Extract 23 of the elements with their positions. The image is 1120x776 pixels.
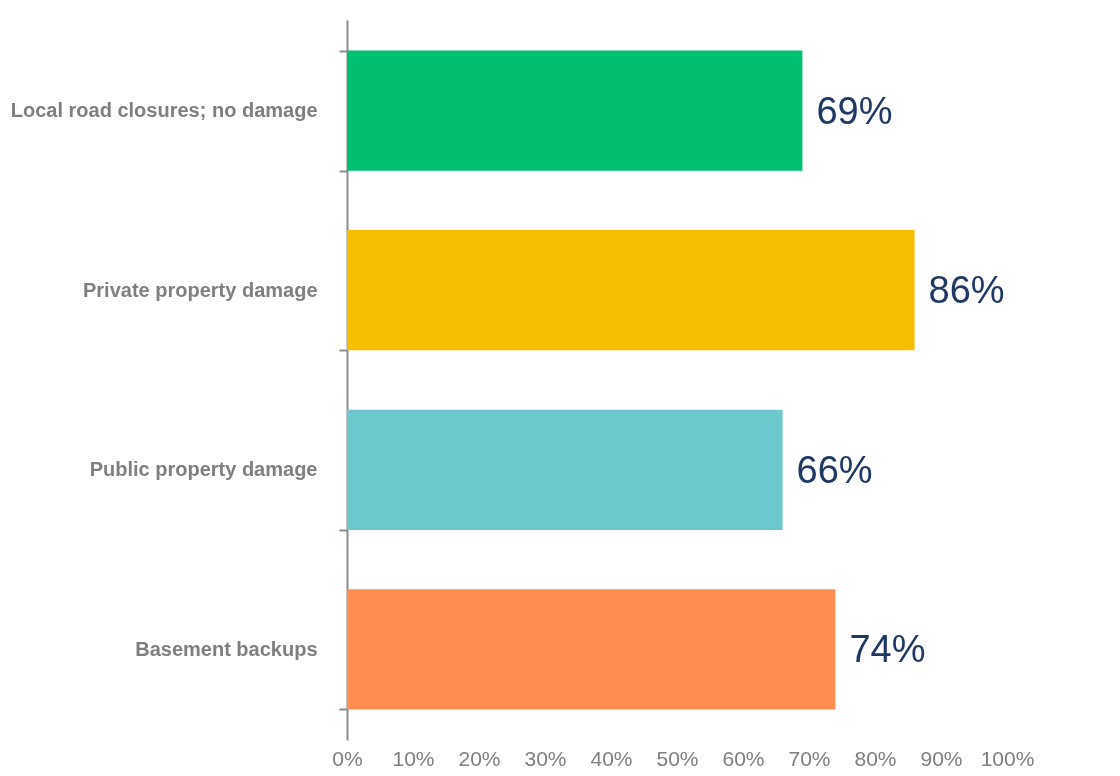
y-tick-label: Local road closures; no damage [10, 99, 318, 122]
y-tick-label: Public property damage [89, 458, 318, 481]
x-tick-label: 0% [332, 746, 363, 770]
x-tick-label: 20% [458, 746, 501, 770]
bar [347, 230, 915, 351]
data-label: 86% [928, 269, 1005, 312]
y-tick-label: Private property damage [82, 278, 318, 301]
x-tick-label: 80% [854, 746, 897, 770]
x-tick-label: 30% [524, 746, 567, 770]
bar [347, 589, 836, 710]
x-tick-label: 40% [590, 746, 633, 770]
x-tick-label: 70% [788, 746, 831, 770]
x-tick-label: 90% [920, 746, 963, 770]
y-tick-label: Basement backups [135, 637, 318, 660]
bar [347, 50, 803, 171]
x-tick-label: 50% [656, 746, 699, 770]
x-tick-label: 60% [722, 746, 765, 770]
x-tick-label: 100% [980, 746, 1035, 770]
data-label: 69% [816, 89, 893, 132]
x-tick-label: 10% [392, 746, 435, 770]
bar [347, 409, 783, 530]
data-label: 74% [849, 628, 926, 671]
data-label: 66% [796, 448, 873, 491]
